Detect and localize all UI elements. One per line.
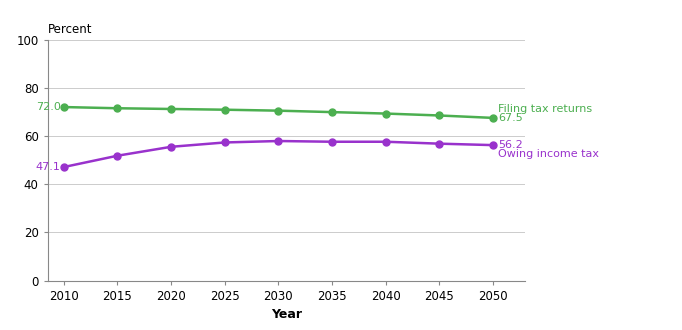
Text: Owing income tax: Owing income tax	[499, 149, 599, 159]
Text: 56.2: 56.2	[499, 140, 523, 150]
Text: 47.1: 47.1	[35, 162, 61, 172]
Text: 72.0: 72.0	[35, 102, 61, 112]
X-axis label: Year: Year	[271, 308, 302, 321]
Text: 67.5: 67.5	[499, 113, 523, 123]
Text: Percent: Percent	[48, 23, 92, 36]
Text: Filing tax returns: Filing tax returns	[499, 105, 593, 115]
